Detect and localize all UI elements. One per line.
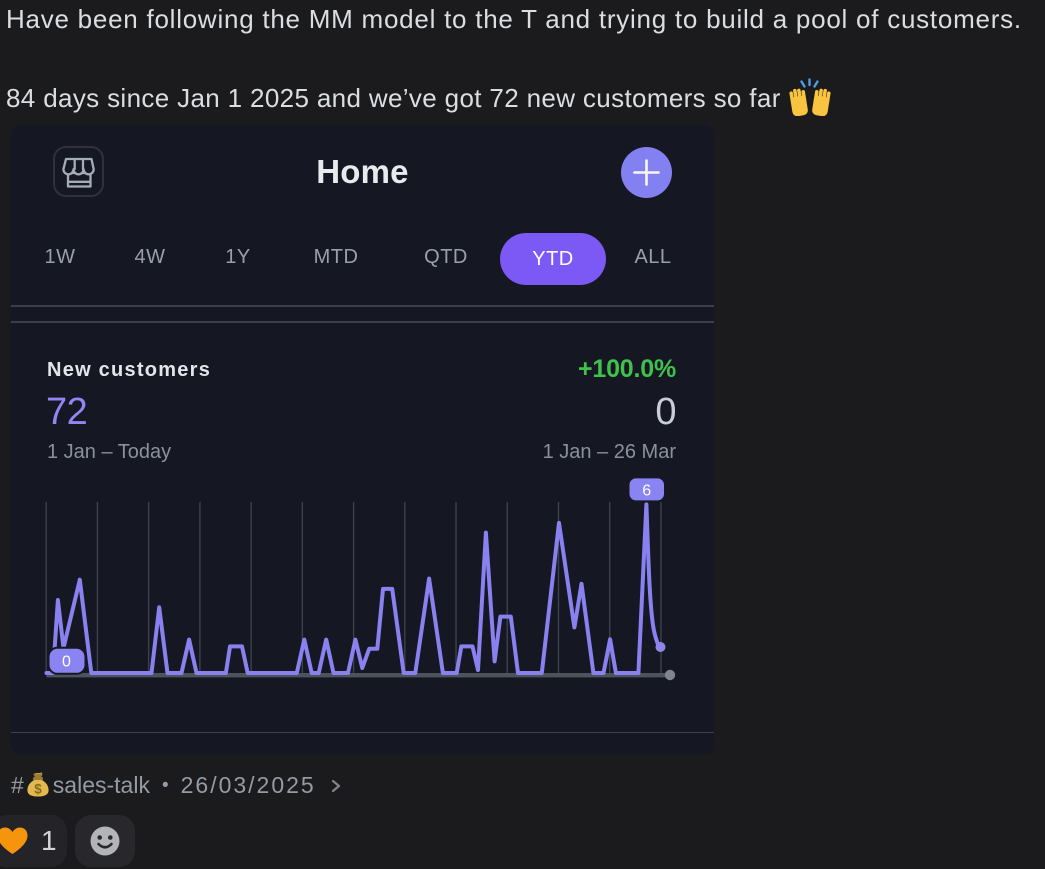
svg-text:0: 0 — [62, 654, 71, 671]
svg-text:$: $ — [34, 781, 42, 796]
svg-text:6: 6 — [642, 482, 651, 499]
